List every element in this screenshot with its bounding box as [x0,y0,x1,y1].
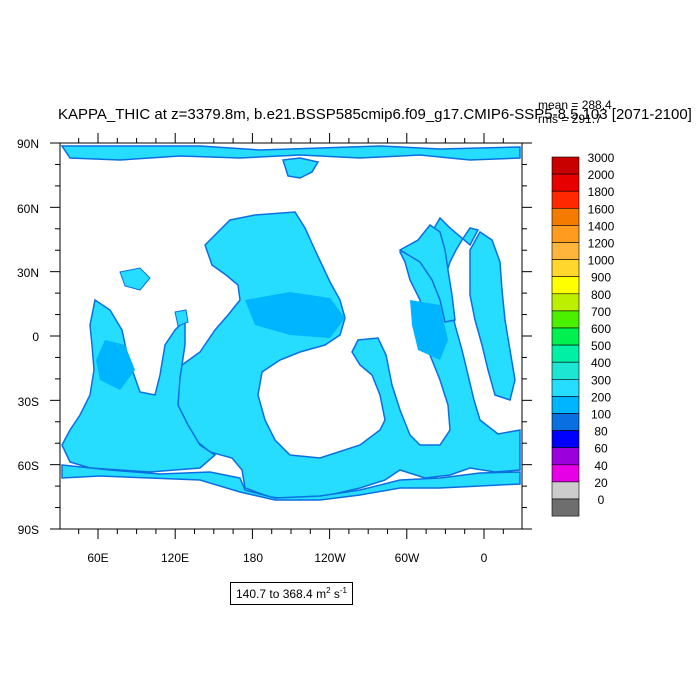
colorbar-swatch [551,293,580,312]
lon-label: 120E [161,551,189,565]
island-patch [119,267,151,291]
colorbar-swatch [551,430,580,449]
colorbar-swatch [551,327,580,346]
world-map [60,143,522,529]
colorbar-label: 600 [591,322,611,336]
lon-label: 180 [243,551,263,565]
colorbar-label: 1200 [588,237,615,251]
colorbar-label: 60 [594,442,608,456]
range-label: 140.7 to 368.4 m2 s-1 [230,582,353,605]
longitude-axis [78,133,504,539]
colorbar-swatch [551,225,580,243]
mean-stat: mean = 288.4 [538,98,612,112]
colorbar-label: 80 [594,425,608,439]
colorbar-label: 800 [591,288,611,302]
colorbar-swatch [551,242,580,260]
lat-label: 30S [18,395,39,409]
colorbar-swatch [551,361,580,380]
colorbar-label: 1800 [588,185,615,199]
colorbar-label: 3000 [588,151,615,165]
colorbar-swatch [551,190,580,209]
deep-atlantic-patch [410,300,448,360]
pacific-ocean [169,211,521,501]
lat-label: 60N [17,202,39,216]
range-sup: -1 [339,586,347,595]
colorbar-label: 1400 [588,219,615,233]
deep-indian-patch [96,340,135,390]
colorbar-label: 40 [594,459,608,473]
colorbar-swatch [551,173,580,192]
island-patch [174,309,189,327]
colorbar-swatch [551,396,580,414]
arctic-basin [282,157,320,179]
colorbar-swatch [551,156,580,175]
north-atlantic [398,223,456,323]
colorbar-label: 500 [591,339,611,353]
colorbar-swatch [551,413,580,431]
colorbar-label: 300 [591,373,611,387]
colorbar-label: 20 [594,476,608,490]
rms-stat: rms = 291.7 [538,112,602,126]
colorbar-swatch [551,208,580,226]
colorbar-swatch [551,276,580,295]
colorbar-label: 2000 [588,168,615,182]
latitude-axis [50,142,532,530]
arctic-ocean [60,145,521,161]
lon-label: 0 [481,551,488,565]
colorbar-label: 0 [598,493,605,507]
east-atlantic [469,230,516,401]
colorbar-swatch [551,447,580,466]
colorbar-swatch [551,464,580,483]
lon-label: 60W [395,551,420,565]
lon-label: 60E [87,551,108,565]
colorbar-label: 700 [591,305,611,319]
colorbar-label: 400 [591,356,611,370]
indian-ocean [61,298,217,473]
lat-label: 60S [18,459,39,473]
plot-title: KAPPA_THIC at z=3379.8m, b.e21.BSSP585cm… [58,106,692,123]
southern-ocean [61,464,521,501]
colorbar-swatch [551,498,580,517]
colorbar-label: 100 [591,408,611,422]
lat-label: 30N [17,266,39,280]
colorbar-swatch [551,481,580,500]
colorbar-label: 200 [591,390,611,404]
colorbar-swatch [551,310,580,329]
colorbar: 3000200018001600140012001000900800700600… [551,151,615,517]
range-sup: 2 [326,586,331,595]
lat-label: 0 [32,330,39,344]
colorbar-swatch [551,378,580,397]
lat-label: 90S [18,523,39,537]
range-text: 140.7 to 368.4 m [236,587,327,601]
deep-pacific-patch [245,292,345,338]
colorbar-swatch [551,259,580,278]
lat-label: 90N [17,137,39,151]
colorbar-label: 1000 [588,254,615,268]
colorbar-label: 900 [591,271,611,285]
colorbar-swatch [551,344,580,363]
range-unit: s [330,587,340,601]
colorbar-label: 1600 [588,202,615,216]
lon-label: 120W [314,551,346,565]
